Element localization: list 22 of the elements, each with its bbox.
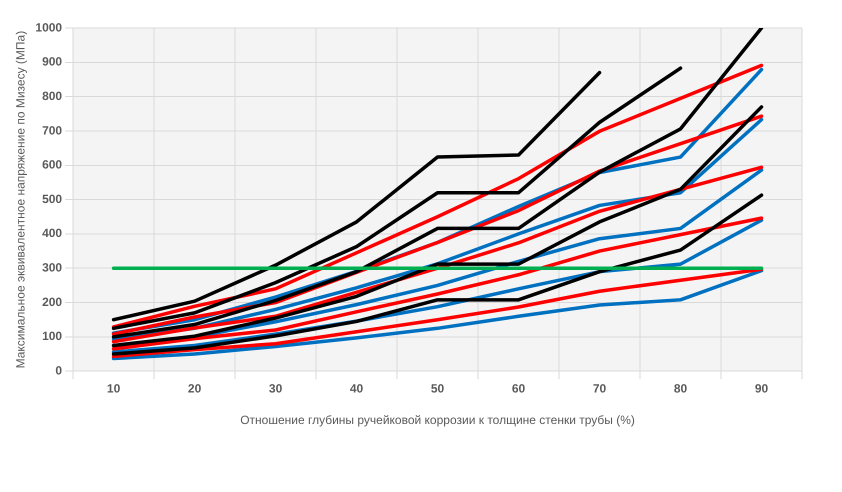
x-tick-label: 70 <box>592 382 607 396</box>
x-tick-label: 80 <box>674 382 688 396</box>
y-tick-label: 200 <box>42 294 62 309</box>
x-axis-title: Отношение глубины ручейковой коррозии к толщине стенки трубы (%) <box>240 413 635 428</box>
x-tick-label: 90 <box>754 382 768 396</box>
x-tick-label: 40 <box>350 382 364 396</box>
y-tick-label: 500 <box>42 192 62 206</box>
y-axis-title: Максимальное эквивалентное напряжение по Мизесу (МПа) <box>14 30 28 368</box>
x-tick-label: 60 <box>512 382 526 396</box>
x-tick-label: 20 <box>188 382 202 396</box>
y-tick-label: 300 <box>42 260 62 275</box>
y-tick-label: 100 <box>42 329 62 344</box>
y-tick-label: 1000 <box>35 20 62 34</box>
x-tick-label: 30 <box>268 382 283 396</box>
y-tick-label: 800 <box>42 88 62 103</box>
y-tick-label: 700 <box>42 123 62 138</box>
x-tick-label: 10 <box>106 382 121 396</box>
y-tick-label: 900 <box>42 54 62 69</box>
y-tick-label: 400 <box>42 226 62 240</box>
y-tick-label: 0 <box>55 364 62 378</box>
y-tick-label: 600 <box>42 158 62 172</box>
x-tick-label: 50 <box>430 382 445 396</box>
